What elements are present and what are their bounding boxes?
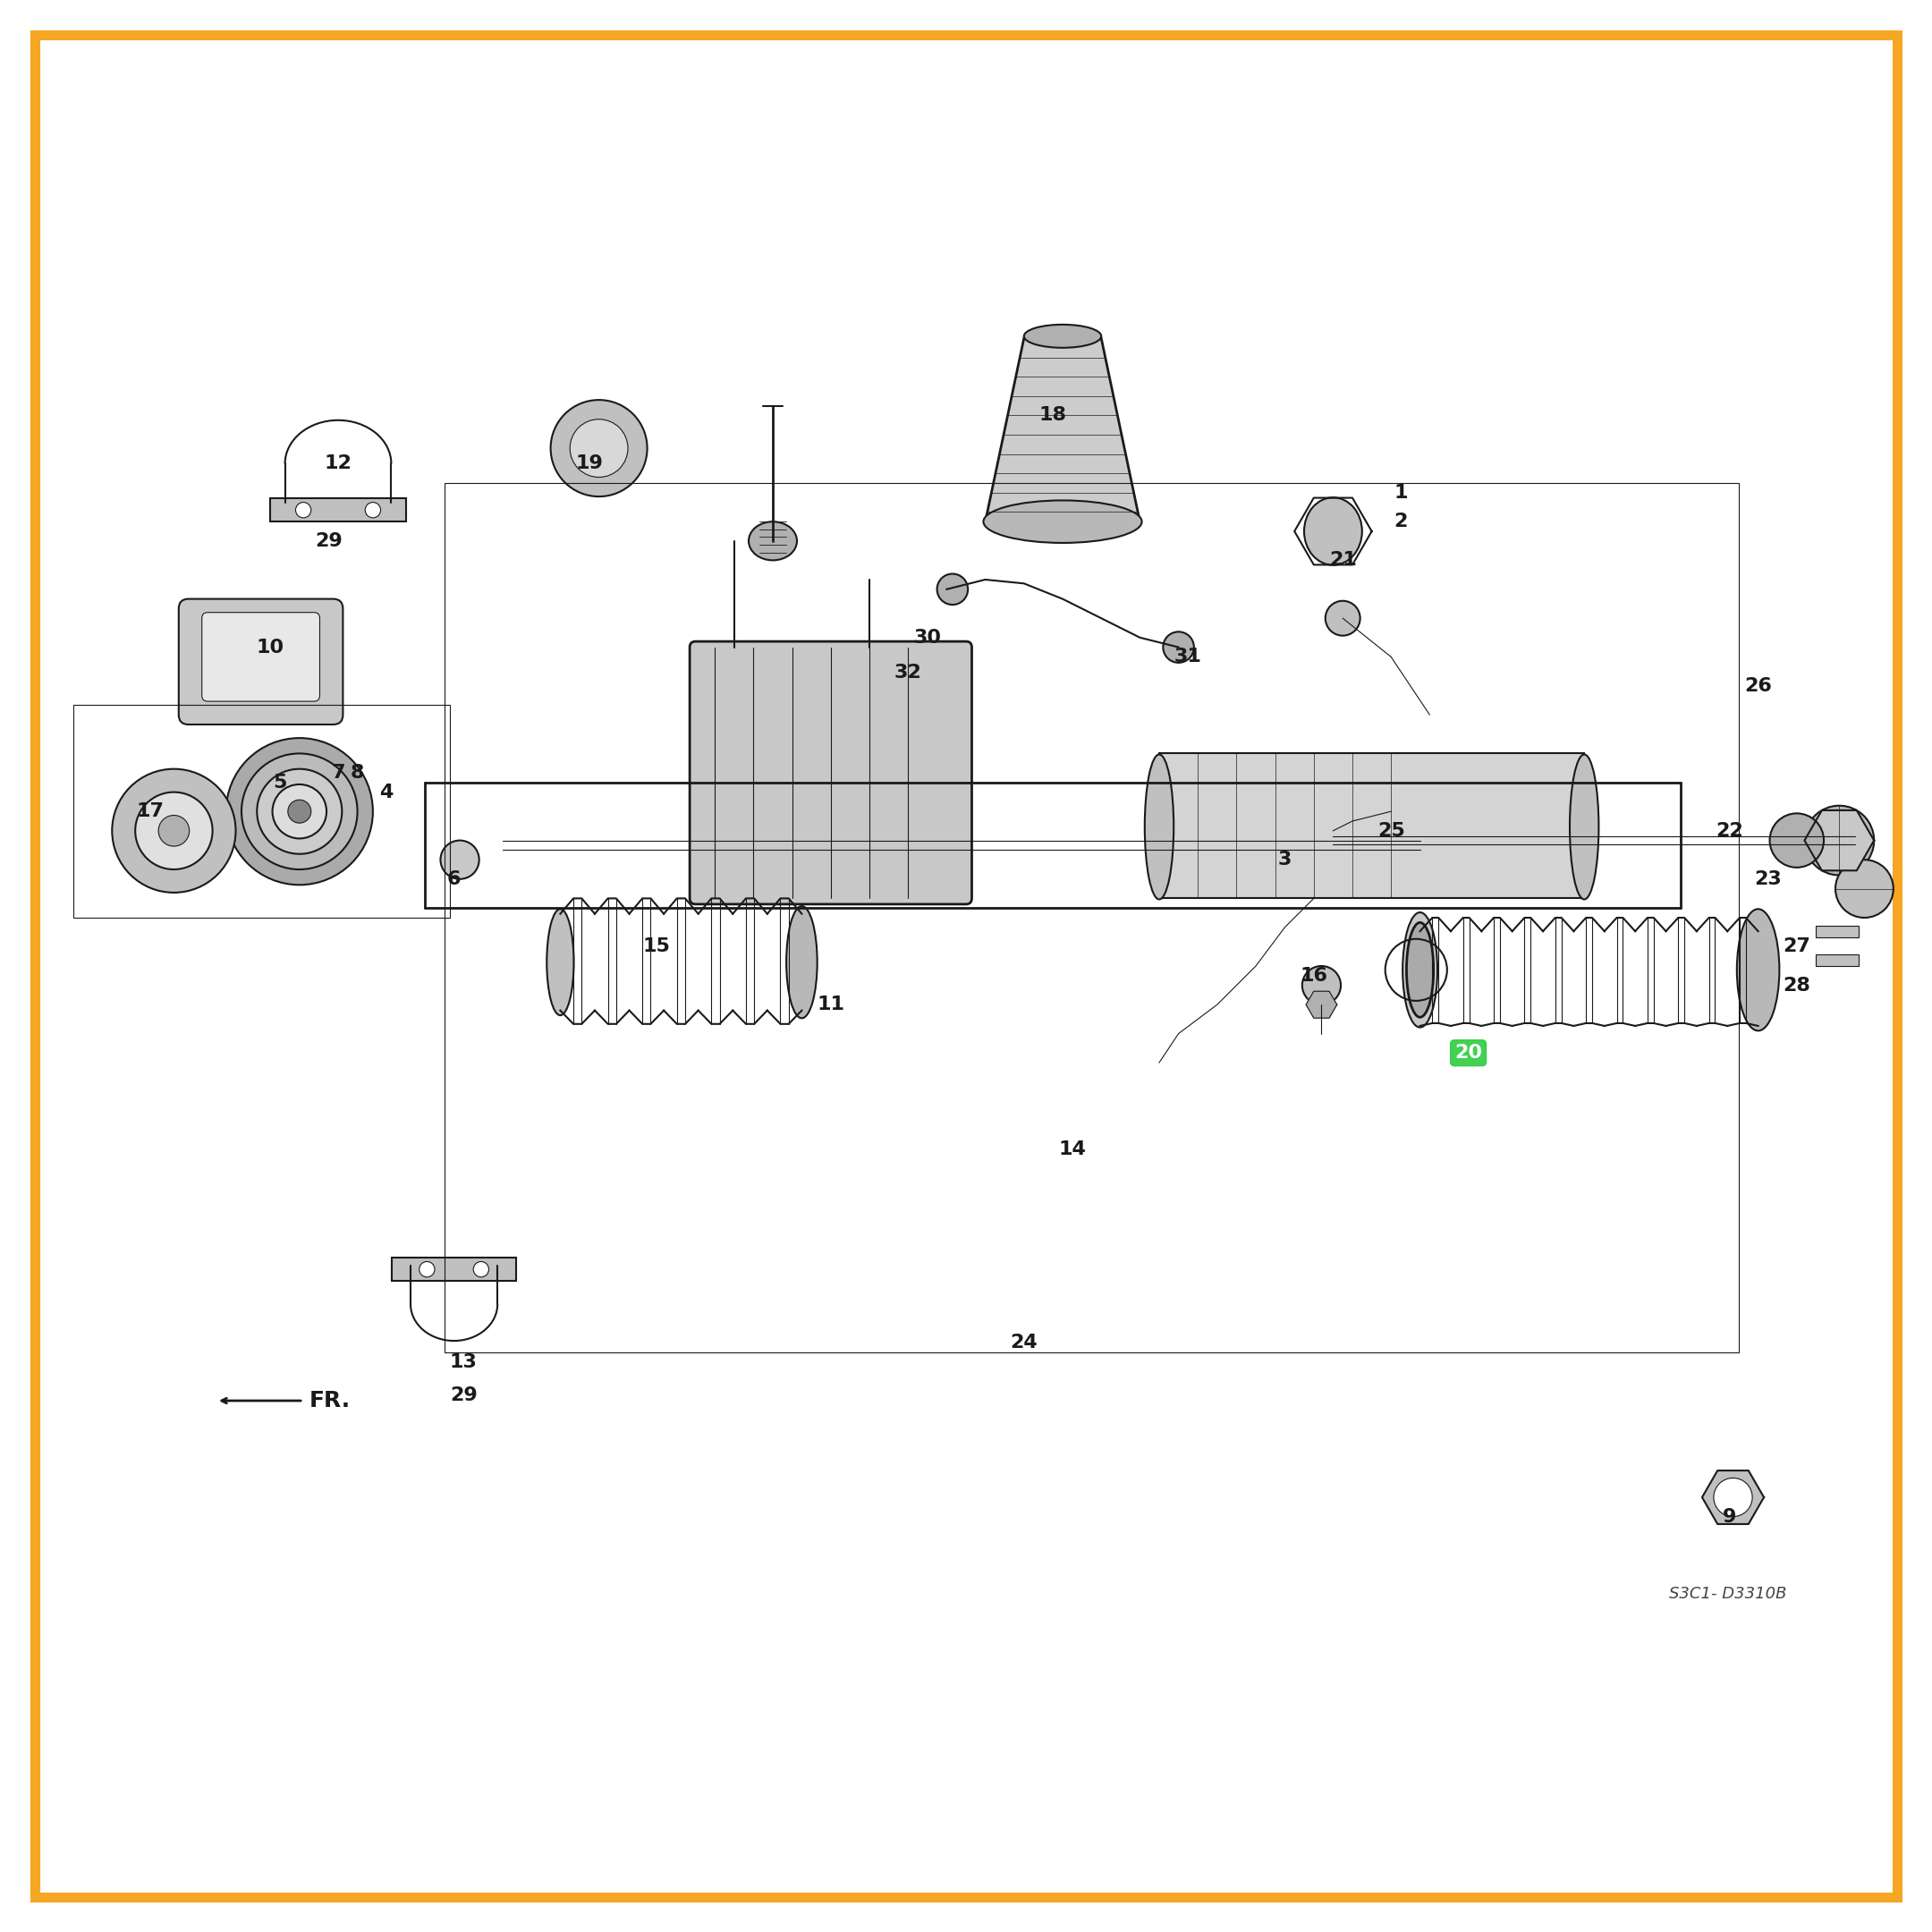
FancyBboxPatch shape (203, 612, 319, 701)
Text: 22: 22 (1716, 821, 1743, 840)
Circle shape (242, 753, 357, 869)
Circle shape (226, 738, 373, 885)
FancyBboxPatch shape (690, 641, 972, 904)
Circle shape (112, 769, 236, 893)
Polygon shape (985, 338, 1140, 522)
Circle shape (551, 400, 647, 497)
Circle shape (296, 502, 311, 518)
Ellipse shape (1304, 497, 1362, 566)
Text: 20: 20 (1455, 1043, 1482, 1063)
Text: 30: 30 (914, 628, 941, 647)
Polygon shape (1804, 810, 1874, 871)
Text: 16: 16 (1300, 966, 1327, 985)
Text: 14: 14 (1059, 1140, 1086, 1159)
Circle shape (1714, 1478, 1752, 1517)
Text: S3C1- D3310B: S3C1- D3310B (1669, 1586, 1787, 1602)
Text: 32: 32 (895, 663, 922, 682)
Text: 3: 3 (1277, 850, 1293, 869)
Text: 23: 23 (1754, 869, 1781, 889)
Circle shape (158, 815, 189, 846)
Text: 29: 29 (450, 1385, 477, 1405)
Text: 25: 25 (1378, 821, 1405, 840)
Text: 9: 9 (1721, 1507, 1737, 1526)
Circle shape (1804, 806, 1874, 875)
Text: 17: 17 (137, 802, 164, 821)
Text: 12: 12 (325, 454, 352, 473)
Bar (270, 498, 406, 522)
Polygon shape (1306, 991, 1337, 1018)
Circle shape (257, 769, 342, 854)
FancyBboxPatch shape (180, 599, 344, 724)
Text: 13: 13 (450, 1352, 477, 1372)
Text: 10: 10 (257, 638, 284, 657)
Text: 26: 26 (1745, 676, 1772, 696)
Ellipse shape (1406, 922, 1434, 1016)
Ellipse shape (750, 522, 798, 560)
Text: 19: 19 (576, 454, 603, 473)
Text: 24: 24 (1010, 1333, 1037, 1352)
Circle shape (1770, 813, 1824, 867)
Text: 11: 11 (817, 995, 844, 1014)
Text: 29: 29 (315, 531, 342, 551)
Bar (444, 483, 1739, 1352)
Circle shape (937, 574, 968, 605)
Ellipse shape (1144, 753, 1175, 900)
Ellipse shape (440, 840, 479, 879)
Text: 5: 5 (272, 773, 288, 792)
Ellipse shape (1325, 601, 1360, 636)
Circle shape (288, 800, 311, 823)
Ellipse shape (983, 500, 1142, 543)
Ellipse shape (1403, 912, 1437, 1028)
Circle shape (419, 1262, 435, 1277)
Circle shape (272, 784, 327, 838)
Circle shape (365, 502, 381, 518)
Text: FR.: FR. (309, 1389, 350, 1412)
Ellipse shape (1569, 753, 1600, 900)
Circle shape (1302, 966, 1341, 1005)
Ellipse shape (1024, 325, 1101, 348)
Text: 7: 7 (330, 763, 346, 782)
Text: 18: 18 (1039, 406, 1066, 425)
Text: 4: 4 (379, 782, 394, 802)
Text: 15: 15 (643, 937, 670, 956)
Text: 2: 2 (1393, 512, 1408, 531)
Text: 1: 1 (1393, 483, 1408, 502)
Text: 31: 31 (1175, 647, 1202, 667)
Bar (73, 705, 450, 918)
Bar (392, 1258, 516, 1281)
Bar (1159, 753, 1584, 898)
Polygon shape (1702, 1470, 1764, 1524)
Text: 27: 27 (1783, 937, 1810, 956)
Circle shape (1835, 860, 1893, 918)
Circle shape (135, 792, 213, 869)
Ellipse shape (1737, 908, 1779, 1030)
Bar (1816, 954, 1859, 966)
Ellipse shape (786, 906, 817, 1018)
Text: 8: 8 (350, 763, 365, 782)
Text: 6: 6 (446, 869, 462, 889)
Text: 28: 28 (1783, 976, 1810, 995)
Text: 21: 21 (1329, 551, 1356, 570)
Circle shape (1163, 632, 1194, 663)
Circle shape (473, 1262, 489, 1277)
Bar (1816, 925, 1859, 937)
Circle shape (570, 419, 628, 477)
Ellipse shape (547, 908, 574, 1016)
